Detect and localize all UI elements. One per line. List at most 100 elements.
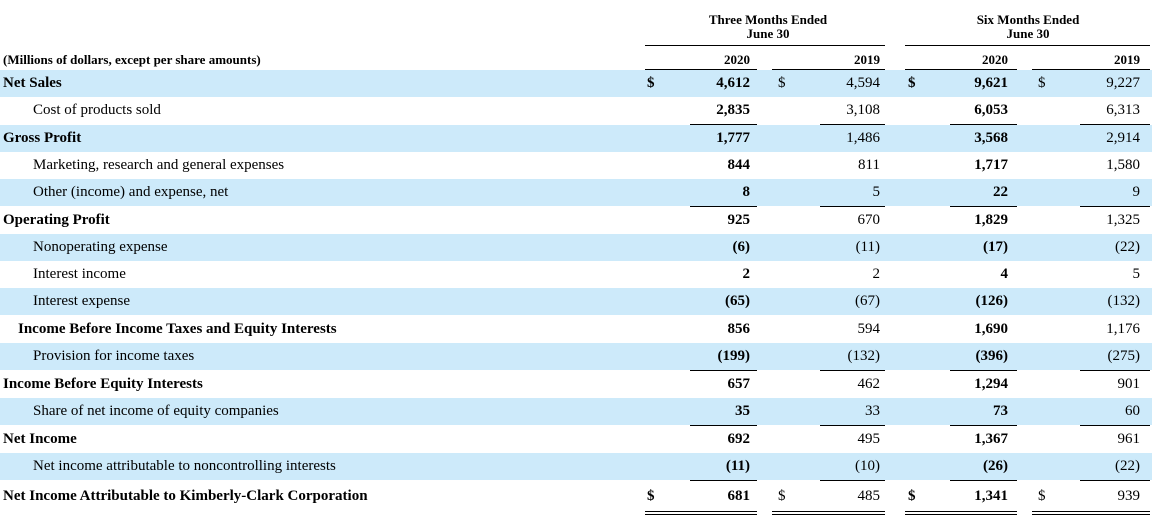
subtotal-rule — [1080, 370, 1150, 371]
row-value: 8 — [742, 184, 751, 200]
row-label: Net Income — [3, 431, 77, 447]
row-value: 939 — [1117, 488, 1141, 504]
row-label: Net Sales — [3, 75, 62, 91]
header-rule-three-months — [645, 45, 885, 46]
row-value: 1,829 — [974, 212, 1008, 228]
row-label: Operating Profit — [3, 212, 110, 228]
row-value: 1,325 — [1106, 212, 1140, 228]
subtotal-rule — [1080, 124, 1150, 125]
row-label: Net Income Attributable to Kimberly-Clar… — [3, 488, 368, 504]
row-value: (11) — [725, 458, 750, 474]
row-label: Gross Profit — [3, 130, 82, 146]
row-value: 495 — [857, 431, 881, 447]
table-row: Nonoperating expense (6) (11) (17) (22) — [0, 234, 1152, 261]
total-double-rule — [772, 511, 885, 512]
row-value: 844 — [727, 157, 751, 173]
subtotal-rule — [820, 206, 885, 207]
row-value: 4 — [1000, 266, 1009, 282]
row-value: 1,341 — [974, 488, 1008, 504]
row-value: 692 — [727, 431, 751, 447]
table-row: Net income attributable to noncontrollin… — [0, 453, 1152, 480]
row-label: Other (income) and expense, net — [33, 184, 229, 200]
row-value: 1,717 — [974, 157, 1008, 173]
currency-symbol: $ — [778, 488, 786, 504]
currency-symbol: $ — [778, 75, 786, 91]
row-value: 961 — [1117, 431, 1141, 447]
row-value: (199) — [717, 348, 751, 364]
year-rule-4 — [1032, 69, 1150, 70]
row-value: 4,594 — [846, 75, 880, 91]
row-value: 1,690 — [974, 321, 1008, 337]
row-value: 856 — [727, 321, 751, 337]
subtotal-rule — [950, 370, 1017, 371]
row-value: 2 — [742, 266, 751, 282]
table-row: Provision for income taxes (199) (132) (396… — [0, 343, 1152, 370]
row-value: 657 — [727, 376, 751, 392]
units-label: (Millions of dollars, except per share a… — [3, 52, 261, 67]
subtotal-rule — [690, 370, 757, 371]
row-value: 3,108 — [846, 102, 880, 118]
row-value: 22 — [993, 184, 1008, 200]
row-value: 1,486 — [846, 130, 880, 146]
subtotal-rule — [950, 124, 1017, 125]
row-value: 9,621 — [974, 75, 1008, 91]
table-row: Share of net income of equity companies 3… — [0, 398, 1152, 425]
row-value: 6,313 — [1106, 102, 1140, 118]
row-value: 60 — [1125, 403, 1140, 419]
year-header-4: 2019 — [1114, 52, 1140, 67]
row-value: 73 — [993, 403, 1008, 419]
total-double-rule — [1032, 511, 1150, 512]
subtotal-rule — [690, 480, 757, 481]
header-six-months: Six Months Ended June 30 — [976, 12, 1080, 41]
total-double-rule — [905, 511, 1017, 512]
subtotal-rule — [950, 425, 1017, 426]
row-value: 670 — [857, 212, 881, 228]
row-label: Marketing, research and general expenses — [33, 157, 285, 173]
table-row: Interest income 2 2 4 5 — [0, 261, 1152, 288]
row-value: 1,176 — [1106, 321, 1140, 337]
table-row: Operating Profit 925 670 1,829 1,325 — [0, 207, 1152, 234]
row-value: (22) — [1115, 239, 1140, 255]
row-value: 33 — [865, 403, 880, 419]
currency-symbol: $ — [1038, 75, 1046, 91]
subtotal-rule — [820, 425, 885, 426]
year-rule-1 — [645, 69, 757, 70]
row-label: Share of net income of equity companies — [33, 403, 279, 419]
total-double-rule — [645, 514, 757, 515]
year-rule-3 — [905, 69, 1017, 70]
row-value: 485 — [857, 488, 881, 504]
row-label: Interest expense — [33, 293, 131, 309]
table-row: Interest expense (65) (67) (126) (132) — [0, 288, 1152, 315]
row-value: 2 — [872, 266, 881, 282]
row-label: Income Before Income Taxes and Equity In… — [18, 321, 337, 337]
table-row: Income Before Equity Interests 657 462 1,29… — [0, 371, 1152, 398]
subtotal-rule — [1080, 206, 1150, 207]
year-header-1: 2020 — [724, 52, 750, 67]
row-value: (132) — [1107, 293, 1141, 309]
header-three-months: Three Months Ended June 30 — [708, 12, 828, 41]
subtotal-rule — [950, 206, 1017, 207]
row-value: 4,612 — [716, 75, 750, 91]
table-row: Gross Profit 1,777 1,486 3,568 2,914 — [0, 125, 1152, 152]
table-row: Net Sales 4,612 4,594 9,621 9,227 $ $ $ $ — [0, 70, 1152, 97]
currency-symbol: $ — [1038, 488, 1046, 504]
currency-symbol: $ — [908, 488, 916, 504]
row-value: (17) — [983, 239, 1008, 255]
row-value: (26) — [983, 458, 1008, 474]
currency-symbol: $ — [647, 488, 655, 504]
row-value: 2,914 — [1106, 130, 1140, 146]
table-row: Marketing, research and general expenses… — [0, 152, 1152, 179]
year-header-2: 2019 — [854, 52, 880, 67]
table-row: Income Before Income Taxes and Equity In… — [0, 316, 1152, 343]
row-value: (67) — [855, 293, 880, 309]
row-value: 5 — [872, 184, 881, 200]
subtotal-rule — [950, 480, 1017, 481]
row-value: (22) — [1115, 458, 1140, 474]
row-value: (396) — [975, 348, 1009, 364]
header-rule-six-months — [905, 45, 1150, 46]
row-label: Cost of products sold — [33, 102, 161, 118]
row-value: 462 — [857, 376, 881, 392]
row-value: 9,227 — [1106, 75, 1140, 91]
row-value: (6) — [732, 239, 751, 255]
row-value: 681 — [727, 488, 751, 504]
